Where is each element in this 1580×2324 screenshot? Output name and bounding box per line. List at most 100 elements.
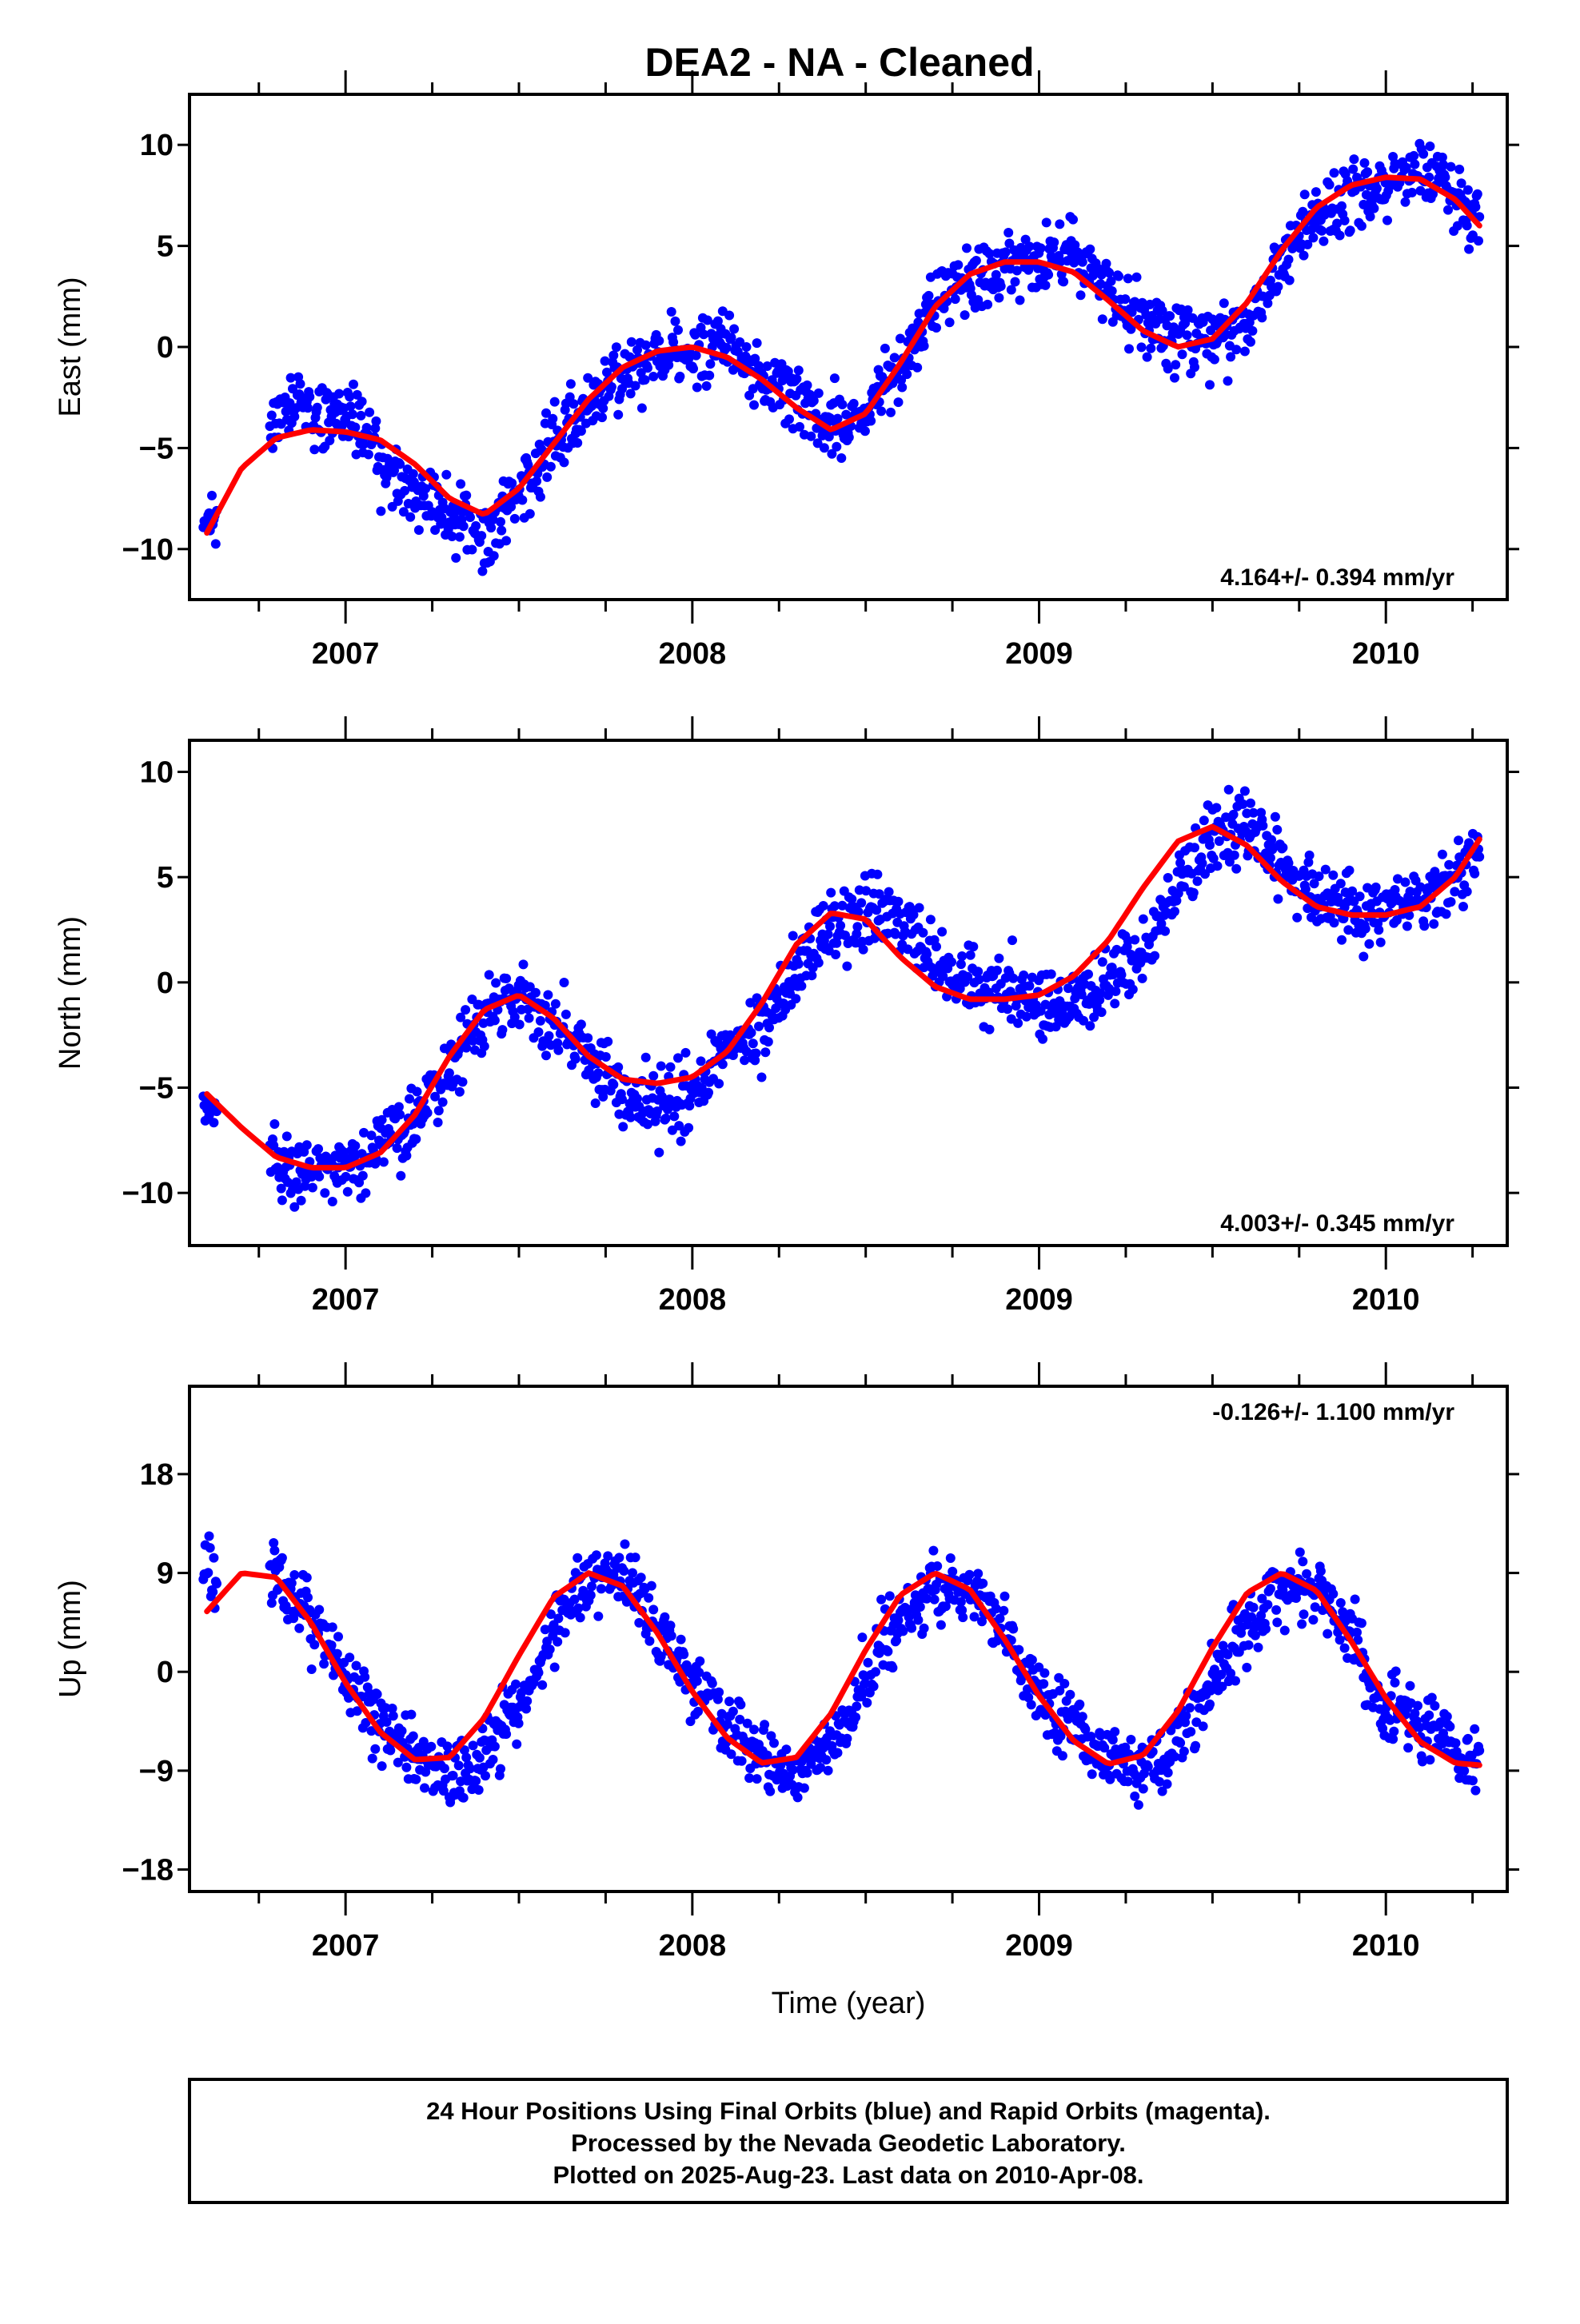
data-point xyxy=(869,933,880,943)
data-point xyxy=(326,1640,337,1650)
data-point xyxy=(590,1098,600,1108)
data-point xyxy=(632,345,642,355)
data-point xyxy=(1065,1689,1075,1700)
data-point xyxy=(294,1623,305,1633)
data-point xyxy=(598,1091,608,1102)
data-point xyxy=(808,396,819,406)
data-point xyxy=(693,1706,703,1716)
data-point xyxy=(461,1042,472,1053)
data-point xyxy=(350,1141,361,1151)
data-point xyxy=(1097,314,1107,325)
data-point xyxy=(1348,164,1359,174)
data-point xyxy=(486,523,497,533)
data-point xyxy=(325,436,335,445)
data-point xyxy=(721,343,732,353)
data-point xyxy=(1172,1720,1183,1729)
data-point xyxy=(1190,843,1199,853)
fit-curve xyxy=(204,174,1482,536)
data-point xyxy=(496,1764,505,1774)
data-point xyxy=(695,1656,705,1666)
data-point xyxy=(1297,1619,1307,1629)
data-point xyxy=(823,929,833,939)
data-point xyxy=(1474,1745,1485,1756)
data-point xyxy=(1344,865,1355,875)
footer-line-1: 24 Hour Positions Using Final Orbits (bl… xyxy=(426,2097,1271,2125)
data-point xyxy=(1339,215,1350,225)
data-point xyxy=(819,443,829,453)
data-point xyxy=(1123,273,1133,284)
data-point xyxy=(1435,1717,1446,1728)
data-point xyxy=(511,1679,521,1689)
data-point xyxy=(1010,277,1020,287)
data-point xyxy=(1110,999,1120,1009)
data-point xyxy=(553,1038,563,1048)
data-point xyxy=(1223,376,1233,386)
data-point xyxy=(666,1631,676,1641)
data-point xyxy=(1123,1776,1133,1787)
data-point xyxy=(868,1681,879,1692)
data-point xyxy=(829,901,840,911)
data-point xyxy=(866,416,876,426)
data-point xyxy=(729,324,740,334)
data-point xyxy=(332,1648,342,1659)
data-point xyxy=(821,1755,832,1765)
data-point xyxy=(813,958,824,968)
data-point xyxy=(1470,868,1480,879)
data-point xyxy=(1024,981,1035,991)
data-point xyxy=(1095,988,1106,999)
data-point xyxy=(497,525,507,536)
data-point xyxy=(458,1792,469,1803)
data-point xyxy=(724,310,735,321)
data-point xyxy=(856,1692,867,1702)
data-point xyxy=(643,1119,652,1130)
data-point xyxy=(276,1183,286,1194)
data-point xyxy=(314,1171,325,1182)
data-point xyxy=(1315,1566,1326,1577)
data-point xyxy=(978,1578,988,1589)
data-point xyxy=(525,982,535,992)
data-point xyxy=(1179,882,1189,892)
data-point xyxy=(1300,884,1311,895)
data-point xyxy=(684,1101,695,1111)
data-point xyxy=(517,495,528,505)
data-point xyxy=(291,1177,301,1187)
data-point xyxy=(545,1609,556,1620)
data-point xyxy=(876,406,887,417)
data-point xyxy=(530,987,541,998)
data-point xyxy=(509,1012,520,1022)
x-tick-label: 2010 xyxy=(1352,637,1420,671)
data-point xyxy=(1424,1710,1434,1720)
data-point xyxy=(569,1594,580,1604)
data-point xyxy=(1303,903,1313,914)
data-point xyxy=(1355,891,1365,902)
data-point xyxy=(549,397,560,407)
data-point xyxy=(994,293,1004,303)
plot-frame xyxy=(188,93,1509,601)
data-point xyxy=(1371,183,1382,193)
data-point xyxy=(1085,244,1095,254)
data-point xyxy=(1175,1738,1186,1748)
data-point xyxy=(856,898,867,908)
x-tick-label: 2008 xyxy=(659,1929,727,1963)
data-point xyxy=(735,337,745,347)
data-point xyxy=(1332,218,1343,229)
data-point xyxy=(625,389,636,399)
data-point xyxy=(1068,214,1078,225)
data-point xyxy=(1146,343,1156,353)
data-point xyxy=(583,373,593,383)
data-point xyxy=(1041,217,1051,228)
data-point xyxy=(513,1718,524,1728)
data-point xyxy=(512,1739,522,1749)
data-point xyxy=(1335,1598,1346,1608)
data-point xyxy=(765,1786,776,1796)
data-point xyxy=(1226,352,1236,362)
data-point xyxy=(1437,152,1447,162)
data-point xyxy=(722,1719,732,1729)
data-point xyxy=(559,978,569,987)
data-point xyxy=(750,1055,760,1066)
data-point xyxy=(1320,864,1331,875)
data-point xyxy=(932,942,941,952)
data-point xyxy=(285,373,296,383)
data-point xyxy=(418,491,429,501)
data-point xyxy=(522,1696,533,1706)
